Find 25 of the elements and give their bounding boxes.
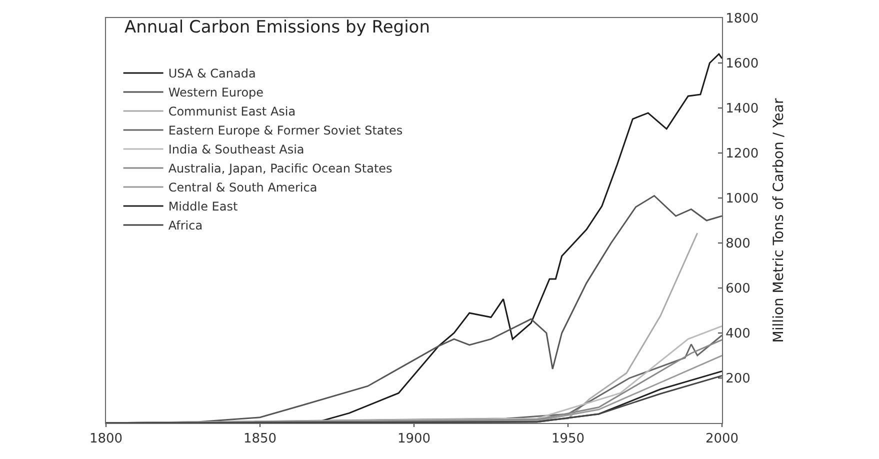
legend-label: Communist East Asia [168, 104, 296, 119]
x-tick-label: 1800 [89, 432, 123, 447]
legend-label: Middle East [168, 200, 238, 214]
y-tick-label: 1600 [726, 56, 759, 72]
y-tick-label: 200 [726, 372, 750, 387]
y-tick-label: 1200 [726, 146, 759, 162]
y-tick-label: 400 [726, 326, 750, 342]
y-axis-title: Million Metric Tons of Carbon / Year [770, 98, 787, 343]
legend-label: Eastern Europe & Former Soviet States [168, 124, 403, 138]
legend-label: Central & South America [168, 180, 318, 195]
legend-label: Australia, Japan, Pacific Ocean States [168, 162, 392, 176]
y-tick-label: 800 [726, 236, 750, 252]
legend-label: India & Southeast Asia [168, 142, 304, 157]
chart-title: Annual Carbon Emissions by Region [124, 18, 430, 38]
x-tick-label: 1950 [551, 432, 585, 447]
y-tick-label: 1400 [726, 102, 759, 117]
y-tick-label: 1800 [726, 12, 759, 27]
legend-label: USA & Canada [168, 66, 256, 81]
x-tick-label: 1850 [243, 432, 277, 447]
x-tick-label: 2000 [705, 432, 739, 447]
x-tick-label: 1900 [397, 432, 431, 447]
legend-label: Western Europe [168, 86, 264, 100]
y-tick-label: 600 [726, 282, 750, 297]
y-tick-label: 1000 [726, 192, 759, 207]
legend-label: Africa [168, 218, 203, 233]
